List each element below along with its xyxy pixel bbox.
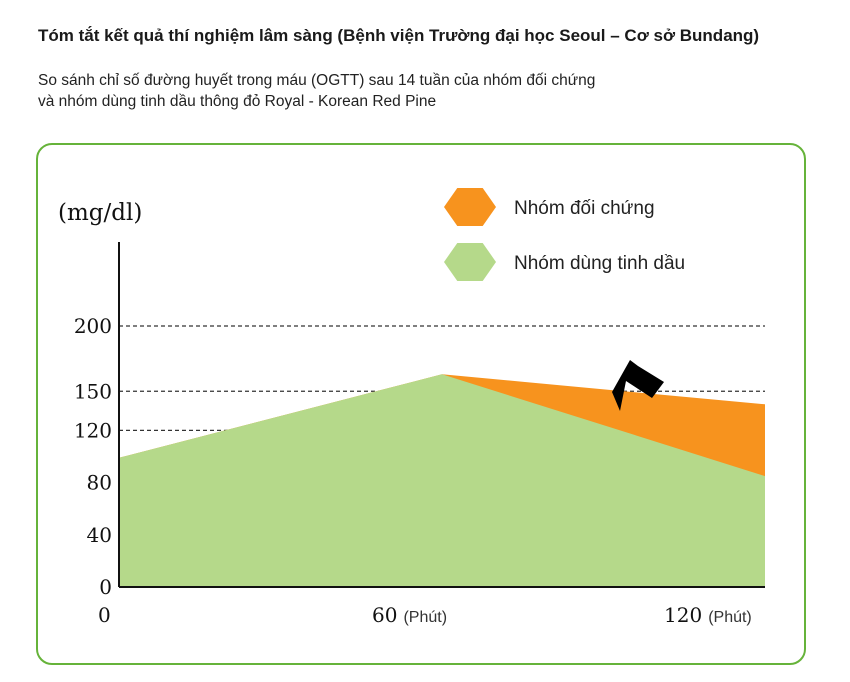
area-oil-group (119, 374, 765, 587)
x-tick-value: 60 (372, 603, 397, 627)
y-tick-labels: 0 40 80 120 150 200 (74, 314, 112, 599)
chart-title: Tóm tắt kết quả thí nghiệm lâm sàng (Bện… (38, 26, 760, 45)
x-tick-0: 0 (98, 603, 111, 627)
y-tick-40: 40 (87, 523, 112, 547)
legend-label-2: Nhóm dùng tinh dầu (514, 253, 685, 274)
subtitle-line-1: So sánh chỉ số đường huyết trong máu (OG… (38, 72, 596, 89)
y-axis-label: (mg/dl) (58, 200, 142, 226)
x-tick-labels: 0 60 (Phút) 120 (Phút) (98, 603, 752, 627)
arrow-annotation (612, 360, 664, 411)
chart-subtitle: So sánh chỉ số đường huyết trong máu (OG… (38, 70, 798, 112)
y-tick-200: 200 (74, 314, 112, 338)
y-tick-80: 80 (87, 471, 112, 495)
x-tick-value: 0 (98, 603, 111, 627)
legend-label-1: Nhóm đối chứng (514, 198, 655, 219)
y-tick-120: 120 (74, 418, 112, 442)
legend-swatch-2 (444, 243, 496, 281)
x-tick-value: 120 (664, 603, 702, 627)
x-tick-unit: (Phút) (708, 609, 752, 626)
y-tick-150: 150 (74, 379, 112, 403)
legend: Nhóm đối chứng Nhóm dùng tinh dầu (444, 188, 685, 281)
x-tick-unit: (Phút) (403, 609, 447, 626)
subtitle-line-2: và nhóm dùng tinh dầu thông đỏ Royal - K… (38, 93, 437, 110)
x-tick-60: 60 (Phút) (372, 603, 447, 627)
chart-frame (36, 143, 806, 665)
legend-swatch-1 (444, 188, 496, 226)
x-tick-120: 120 (Phút) (664, 603, 752, 627)
y-tick-0: 0 (99, 575, 112, 599)
